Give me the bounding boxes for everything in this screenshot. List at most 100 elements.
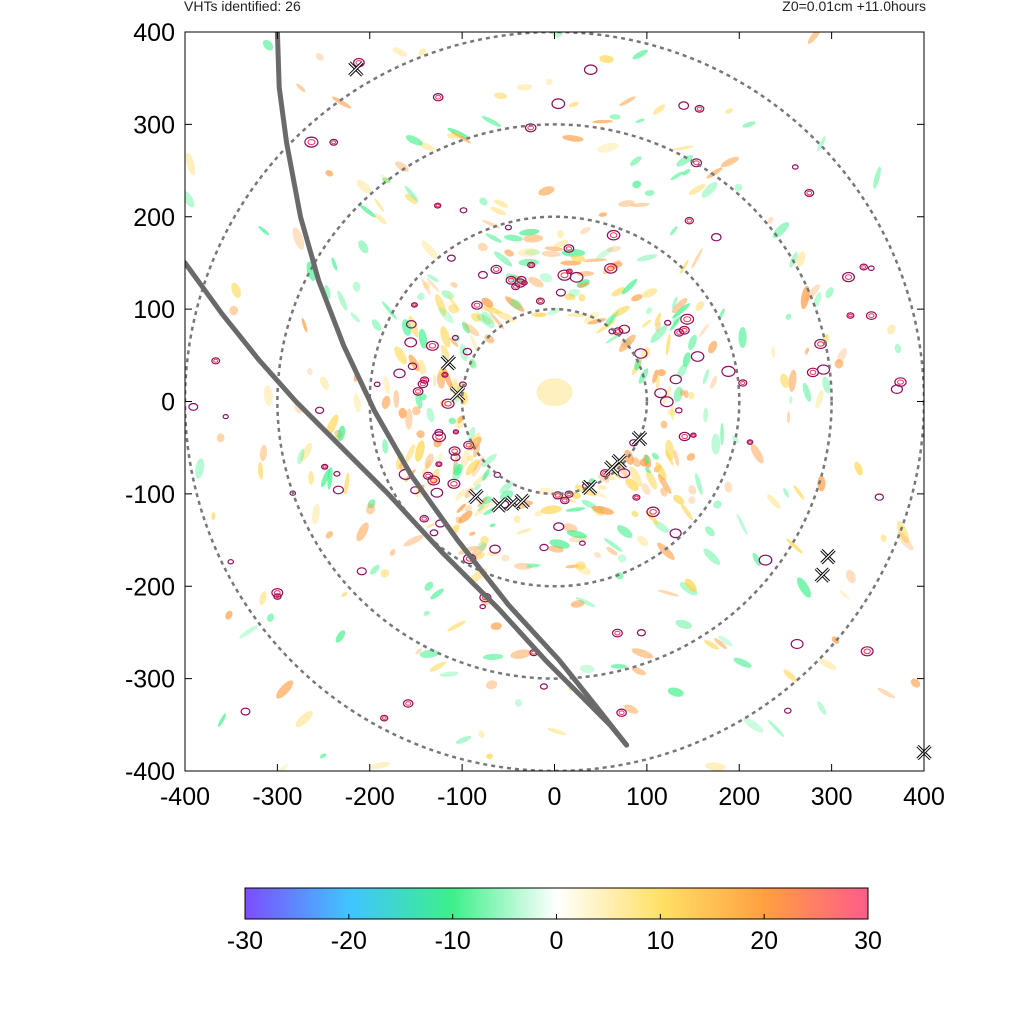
- vorticity-patch: [789, 396, 793, 404]
- vorticity-contour: [447, 478, 461, 489]
- vorticity-patch: [632, 180, 642, 189]
- vorticity-patch: [571, 492, 581, 499]
- vorticity-patch: [606, 245, 622, 253]
- vorticity-patch: [651, 452, 659, 460]
- vorticity-contour-inner: [493, 266, 500, 272]
- vorticity-patch: [642, 288, 658, 298]
- vorticity-patch: [621, 279, 638, 295]
- vorticity-patch: [636, 535, 649, 547]
- vorticity-patch: [545, 78, 553, 86]
- vht-marker-core: [348, 61, 363, 76]
- vorticity-patch: [526, 563, 539, 568]
- vorticity-patch: [418, 48, 426, 56]
- y-tick-label: -200: [125, 573, 175, 601]
- vorticity-patch: [477, 541, 486, 551]
- vorticity-contour-inner: [307, 139, 316, 146]
- vorticity-patch: [447, 620, 466, 632]
- vorticity-patch: [412, 406, 421, 416]
- vorticity-patch: [817, 475, 826, 492]
- vorticity-patch: [325, 531, 334, 539]
- vorticity-patch: [552, 32, 563, 38]
- vorticity-patch: [673, 494, 685, 505]
- vorticity-contour-inner: [419, 381, 426, 387]
- vorticity-patch: [266, 613, 275, 622]
- x-tick-label: -100: [437, 783, 487, 811]
- vorticity-patch: [417, 292, 425, 301]
- vorticity-patch: [910, 678, 921, 688]
- vorticity-patch: [667, 687, 684, 697]
- vorticity-patch: [292, 227, 305, 250]
- vorticity-patch: [450, 281, 458, 288]
- vorticity-contour: [564, 490, 574, 498]
- vorticity-patch: [417, 359, 426, 375]
- x-tick-label: -400: [160, 783, 210, 811]
- vorticity-patch: [423, 610, 430, 616]
- vorticity-patch: [636, 254, 658, 262]
- vorticity-patch: [688, 485, 697, 495]
- vorticity-patch: [534, 510, 544, 517]
- vorticity-patch: [783, 669, 798, 682]
- vorticity-patch: [743, 717, 764, 733]
- vorticity-contour-inner: [618, 710, 625, 716]
- vorticity-contour: [410, 302, 418, 308]
- vorticity-patch: [831, 636, 840, 644]
- vorticity-contour-inner: [444, 400, 452, 407]
- vorticity-patch: [703, 548, 721, 565]
- vorticity-patch: [259, 444, 268, 462]
- vorticity-patch: [837, 347, 847, 364]
- vorticity-patch: [578, 293, 586, 302]
- vorticity-patch: [680, 503, 694, 521]
- vorticity-patch: [446, 132, 462, 139]
- vorticity-patch: [704, 640, 720, 650]
- vorticity-contour: [846, 312, 855, 319]
- vorticity-patch: [645, 469, 658, 490]
- vorticity-patch: [645, 307, 653, 314]
- vorticity-patch: [366, 503, 376, 515]
- vorticity-contour-inner: [806, 190, 813, 196]
- vorticity-contour: [539, 683, 548, 690]
- vorticity-patch: [896, 521, 909, 543]
- vorticity-patch: [544, 246, 564, 252]
- vorticity-patch: [501, 554, 510, 562]
- vorticity-contour: [393, 368, 406, 379]
- vorticity-patch: [679, 389, 686, 396]
- vorticity-contour: [419, 376, 430, 384]
- y-tick-label: -400: [125, 758, 175, 786]
- vorticity-contour: [806, 367, 820, 378]
- vorticity-patch: [611, 287, 626, 297]
- vht-marker-core: [441, 355, 456, 370]
- vorticity-patch: [822, 376, 831, 394]
- eye-warm-blob: [536, 378, 573, 407]
- vorticity-patch: [546, 307, 563, 316]
- vorticity-patch: [704, 526, 715, 537]
- vorticity-contour-inner: [634, 495, 639, 500]
- vorticity-contour-inner: [809, 369, 817, 375]
- vorticity-patch: [596, 320, 616, 334]
- vorticity-patch: [477, 502, 486, 512]
- vorticity-contour: [321, 463, 329, 470]
- vorticity-patch: [698, 323, 709, 338]
- vorticity-contour: [329, 138, 339, 146]
- vorticity-patch: [455, 516, 462, 525]
- x-tick-label: -200: [345, 783, 395, 811]
- vorticity-contour-inner: [528, 263, 534, 267]
- vorticity-contour: [380, 714, 389, 722]
- vorticity-contour: [816, 364, 831, 375]
- vorticity-contour: [664, 319, 672, 326]
- vorticity-patch: [711, 433, 721, 455]
- vorticity-patch: [672, 303, 691, 319]
- vht-marker-core: [515, 494, 530, 509]
- vorticity-patch: [786, 410, 791, 424]
- vorticity-patch: [455, 416, 465, 429]
- vorticity-contour: [435, 461, 443, 468]
- vorticity-patch: [644, 190, 655, 196]
- vorticity-patch: [435, 294, 447, 316]
- vorticity-patch: [672, 297, 688, 314]
- vorticity-patch: [519, 228, 540, 236]
- vorticity-patch: [562, 523, 578, 533]
- vorticity-contour: [674, 407, 683, 414]
- vorticity-patch: [772, 221, 790, 239]
- vorticity-contour-inner: [322, 465, 327, 469]
- vorticity-patch: [216, 433, 225, 443]
- vorticity-patch: [263, 385, 273, 407]
